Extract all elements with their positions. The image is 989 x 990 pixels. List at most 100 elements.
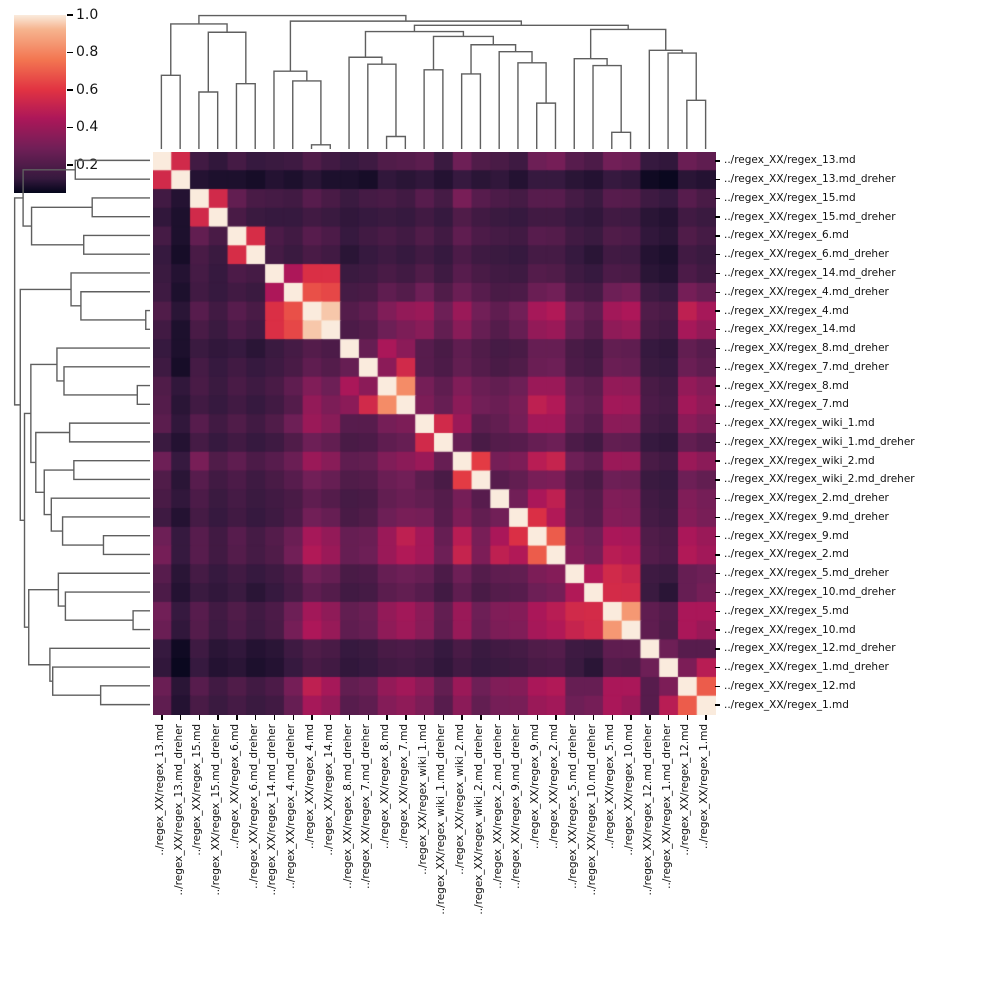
col-tick [217, 715, 219, 720]
col-tick [611, 715, 613, 720]
col-label: ../regex_XX/regex_wiki_1.md_dreher [435, 724, 448, 915]
col-tick [461, 715, 463, 720]
col-tick [517, 715, 520, 720]
col-tick [686, 715, 689, 720]
dendrogram-link [292, 80, 322, 149]
top-dendrogram [160, 14, 707, 149]
dendrogram-link [102, 535, 150, 556]
row-label: ../regex_XX/regex_9.md [724, 529, 849, 542]
colorbar-tick [67, 51, 73, 54]
dendrogram-link [310, 144, 331, 149]
row-tick [715, 178, 720, 181]
row-label: ../regex_XX/regex_7.md [724, 398, 849, 411]
col-tick [423, 715, 426, 720]
col-label: ../regex_XX/regex_10.md_dreher [585, 724, 598, 896]
row-tick [715, 235, 720, 237]
dendrogram-link [460, 73, 482, 149]
dendrogram-link [19, 288, 72, 522]
dendrogram-link [43, 469, 74, 516]
col-label: ../regex_XX/regex_wiki_1.md [416, 724, 429, 875]
col-label: ../regex_XX/regex_wiki_2.md [454, 724, 467, 875]
col-tick [273, 715, 276, 720]
dendrogram-link [13, 197, 24, 406]
col-tick [386, 715, 388, 720]
row-tick [715, 329, 720, 331]
colorbar-tick [67, 14, 73, 16]
dendrogram-link [573, 57, 608, 149]
row-tick [715, 197, 720, 200]
row-label: ../regex_XX/regex_6.md [724, 229, 849, 242]
colorbar [14, 15, 66, 193]
dendrogram-link [132, 610, 150, 631]
col-tick [649, 715, 651, 720]
dendrogram-link [64, 591, 150, 621]
col-label: ../regex_XX/regex_2.md [547, 724, 560, 849]
row-label: ../regex_XX/regex_5.md [724, 604, 849, 617]
row-label: ../regex_XX/regex_4.md [724, 304, 849, 317]
col-label: ../regex_XX/regex_9.md [529, 724, 542, 849]
col-tick [705, 715, 707, 720]
col-label: ../regex_XX/regex_15.md_dreher [210, 724, 223, 896]
col-tick [367, 715, 369, 720]
col-tick [480, 715, 482, 720]
row-label: ../regex_XX/regex_15.md_dreher [724, 210, 896, 223]
row-label: ../regex_XX/regex_12.md [724, 679, 856, 692]
row-label: ../regex_XX/regex_13.md [724, 154, 856, 167]
dendrogram-link [385, 135, 407, 149]
col-tick [161, 715, 163, 720]
row-tick [715, 272, 720, 275]
row-label: ../regex_XX/regex_13.md_dreher [724, 173, 896, 186]
dendrogram-link [536, 102, 557, 149]
row-label: ../regex_XX/regex_wiki_1.md [724, 417, 875, 430]
dendrogram-link [589, 28, 667, 59]
col-tick [330, 715, 332, 720]
dendrogram-link [235, 82, 256, 149]
dendrogram-link [70, 272, 150, 307]
dendrogram-link [423, 69, 444, 149]
col-tick [405, 715, 407, 720]
left-dendrogram [13, 159, 150, 706]
col-tick [536, 715, 538, 720]
col-label: ../regex_XX/regex_12.md_dreher [641, 724, 654, 896]
dendrogram-link [364, 30, 465, 58]
row-tick [715, 216, 720, 218]
row-label: ../regex_XX/regex_wiki_2.md_dreher [724, 473, 915, 486]
col-label: ../regex_XX/regex_6.md_dreher [247, 724, 260, 889]
row-label: ../regex_XX/regex_14.md [724, 323, 856, 336]
row-tick [715, 441, 720, 444]
dendrogram-link [83, 234, 150, 255]
col-label: ../regex_XX/regex_wiki_2.md_dreher [472, 724, 485, 915]
colorbar-tick [67, 89, 73, 91]
row-label: ../regex_XX/regex_15.md [724, 191, 856, 204]
col-label: ../regex_XX/regex_4.md [304, 724, 317, 849]
row-tick [715, 704, 720, 706]
row-tick [715, 554, 720, 556]
dendrogram-link [498, 51, 533, 149]
col-tick [348, 715, 351, 720]
row-tick [715, 347, 720, 350]
dendrogram-link [136, 384, 150, 406]
row-tick [715, 516, 720, 519]
dendrogram-link [52, 666, 150, 696]
col-tick [498, 715, 501, 720]
row-tick [715, 497, 720, 500]
dendrogram-link [99, 685, 150, 706]
col-label: ../regex_XX/regex_9.md_dreher [510, 724, 523, 889]
colorbar-tick-label: 0.6 [76, 81, 99, 98]
row-label: ../regex_XX/regex_5.md_dreher [724, 567, 889, 580]
dendrogram-link [160, 74, 181, 149]
row-tick [715, 404, 720, 406]
col-tick [292, 715, 294, 720]
heatmap-canvas [152, 151, 716, 715]
row-tick [715, 610, 720, 612]
colorbar-tick-label: 0.8 [76, 44, 99, 61]
row-tick [715, 629, 720, 631]
col-tick [236, 715, 238, 720]
col-tick [592, 715, 595, 720]
dendrogram-link [517, 62, 547, 149]
dendrogram-link [198, 91, 219, 149]
col-tick [555, 715, 557, 720]
dendrogram-link [28, 588, 59, 666]
col-label: ../regex_XX/regex_13.md [153, 724, 166, 856]
dendrogram-link [35, 431, 70, 494]
